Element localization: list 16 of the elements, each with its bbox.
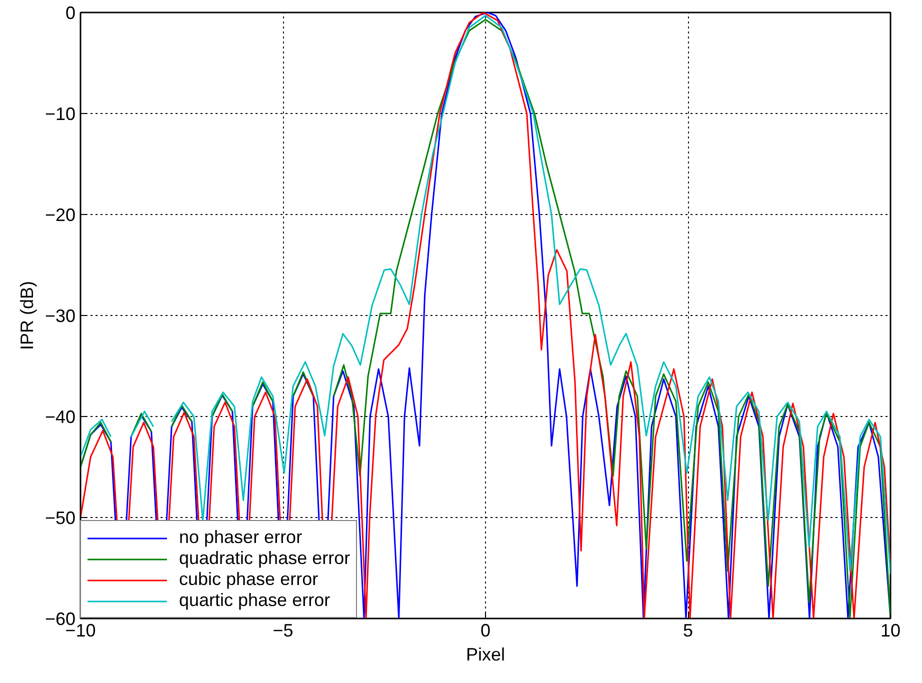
x-tick-label: 5: [682, 620, 694, 640]
x-tick-label: 0: [480, 620, 491, 640]
y-tick-label: −30: [44, 306, 76, 326]
y-tick-label: −10: [44, 104, 76, 124]
y-tick-label: −20: [44, 205, 76, 225]
y-tick-label: 0: [65, 3, 76, 23]
legend-label: no phaser error: [179, 527, 302, 548]
legend-label: quartic phase error: [179, 590, 330, 611]
x-tick-label: −5: [272, 620, 294, 640]
x-tick-label: 10: [880, 620, 901, 640]
legend-label: cubic phase error: [179, 569, 318, 590]
x-axis-title: Pixel: [466, 644, 506, 664]
y-axis-title: IPR (dB): [16, 280, 37, 350]
y-tick-label: −40: [44, 407, 76, 427]
legend-label: quadratic phase error: [179, 548, 350, 569]
y-tick-label: −50: [44, 508, 76, 528]
